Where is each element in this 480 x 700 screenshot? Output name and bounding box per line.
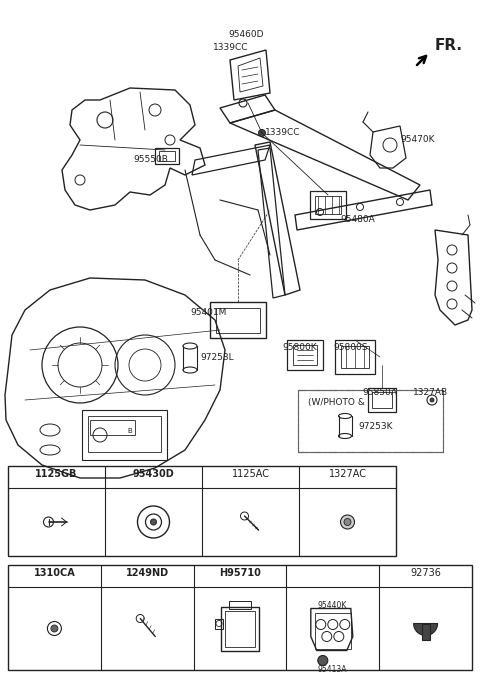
Bar	[155, 148, 179, 164]
Bar	[8, 565, 472, 670]
Bar	[315, 196, 341, 214]
Bar	[215, 619, 223, 629]
Bar	[315, 612, 351, 648]
Text: 1310CA: 1310CA	[34, 568, 75, 578]
Text: 97253L: 97253L	[200, 353, 234, 362]
Bar	[216, 308, 260, 333]
Bar	[341, 346, 369, 368]
Circle shape	[340, 515, 355, 529]
Text: 97253K: 97253K	[358, 422, 393, 431]
Bar	[421, 624, 430, 640]
Text: 95800S: 95800S	[333, 343, 368, 352]
Bar	[8, 466, 396, 556]
Wedge shape	[414, 624, 438, 636]
Text: 92736: 92736	[410, 568, 441, 578]
Bar	[298, 390, 443, 452]
Bar	[88, 416, 161, 452]
Text: 95480A: 95480A	[340, 215, 375, 224]
Circle shape	[151, 519, 156, 525]
Text: B: B	[128, 428, 132, 434]
Circle shape	[430, 398, 434, 402]
Circle shape	[51, 625, 58, 632]
Bar	[221, 606, 259, 650]
Bar	[159, 151, 175, 161]
Bar	[372, 392, 392, 408]
Bar	[225, 610, 255, 647]
Bar	[287, 340, 323, 370]
Text: 1125GB: 1125GB	[36, 469, 78, 479]
Text: 95550B: 95550B	[133, 155, 168, 164]
Text: 1339CC: 1339CC	[213, 43, 249, 52]
Bar	[310, 191, 346, 219]
Bar	[368, 388, 396, 412]
Text: 1327AB: 1327AB	[413, 388, 448, 397]
Text: 95413A: 95413A	[318, 664, 348, 673]
Text: 95430D: 95430D	[132, 469, 174, 479]
Bar	[335, 340, 375, 374]
Circle shape	[344, 519, 351, 526]
Text: 95460D: 95460D	[228, 30, 264, 39]
Text: 95401M: 95401M	[190, 308, 227, 317]
Text: 1249ND: 1249ND	[126, 568, 169, 578]
Text: 95470K: 95470K	[400, 135, 434, 144]
Bar	[82, 410, 167, 460]
Text: 95850A: 95850A	[362, 388, 397, 397]
Circle shape	[259, 130, 265, 136]
Text: H95710: H95710	[219, 568, 261, 578]
Text: 95800K: 95800K	[282, 343, 317, 352]
Text: 1339CC: 1339CC	[265, 128, 300, 137]
Text: 1327AC: 1327AC	[328, 469, 367, 479]
Bar	[90, 420, 135, 435]
Bar	[298, 390, 443, 452]
Text: 1125AC: 1125AC	[231, 469, 269, 479]
Text: (W/PHOTO &: (W/PHOTO &	[308, 398, 365, 407]
Text: FR.: FR.	[435, 38, 463, 53]
Text: 95440K: 95440K	[318, 601, 347, 610]
Circle shape	[318, 655, 328, 666]
Bar	[210, 302, 266, 338]
Bar	[229, 601, 251, 608]
Bar	[293, 345, 317, 365]
